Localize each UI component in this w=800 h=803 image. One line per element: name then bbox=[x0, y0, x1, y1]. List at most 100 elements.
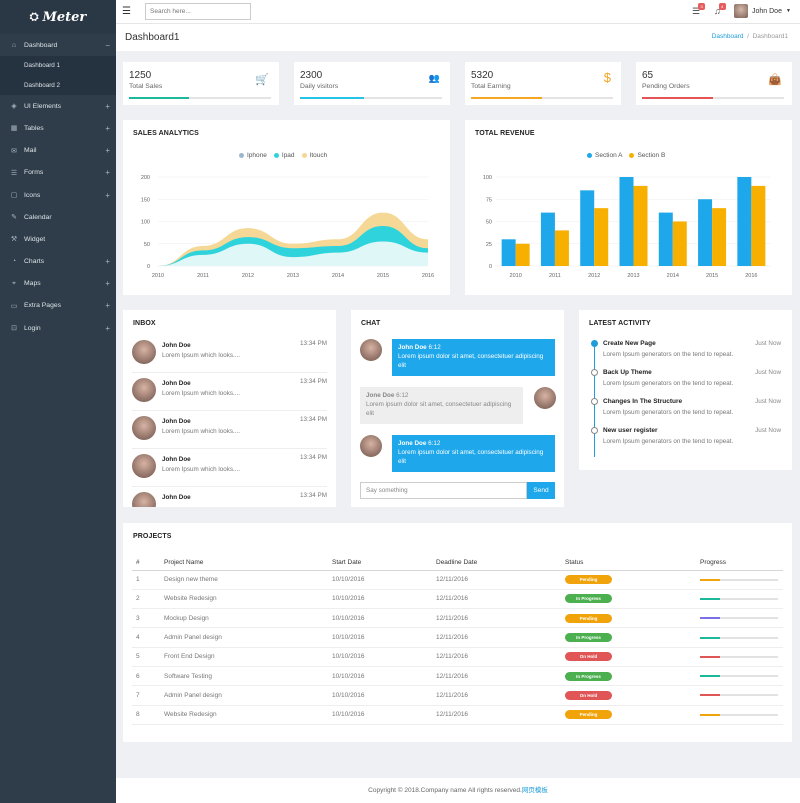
avatar bbox=[132, 492, 156, 507]
start-date: 10/10/2016 bbox=[328, 685, 432, 706]
status-badge: Pending bbox=[565, 575, 612, 585]
sidebar: ⛭ Meter ⌂ Dashboard − Dashboard 1 Dashboard… bbox=[0, 0, 116, 803]
sidebar-item-dashboard[interactable]: ⌂ Dashboard − bbox=[0, 34, 116, 56]
chat-time: 6:12 bbox=[396, 392, 409, 399]
card-title: TOTAL REVENUE bbox=[475, 130, 535, 137]
sidebar-item-extra-pages[interactable]: ▭ Extra Pages + bbox=[0, 295, 116, 317]
stat-progress bbox=[471, 97, 613, 99]
progress-cell bbox=[696, 570, 783, 590]
list-item[interactable]: John Doe Lorem Ipsum which looks.... 13:34… bbox=[132, 448, 327, 487]
sidebar-item-widget[interactable]: ⚒ Widget bbox=[0, 228, 116, 250]
stat-label: Total Sales bbox=[129, 83, 163, 90]
activity-title: New user register bbox=[603, 427, 658, 434]
sidebar-item-maps[interactable]: ⌖ Maps + bbox=[0, 273, 116, 295]
chat-text: Lorem ipsum dolor sit amet, consectetuer… bbox=[398, 353, 544, 369]
sidebar-item-label: Tables bbox=[24, 124, 44, 132]
plus-icon: + bbox=[105, 257, 110, 267]
table-row[interactable]: 4 Admin Panel design 10/10/2016 12/11/2016 I… bbox=[132, 627, 783, 648]
footer-link[interactable]: 网页模板 bbox=[521, 787, 548, 794]
activity-item[interactable]: Changes In The Structure Just Now Lorem Ip… bbox=[603, 398, 781, 416]
list-item[interactable]: John Doe Lorem Ipsum which looks.... 13:34… bbox=[132, 334, 327, 373]
card-title: CHAT bbox=[361, 320, 381, 327]
messages-icon[interactable]: ☰ 3 bbox=[692, 3, 706, 17]
y-tick-label: 200 bbox=[141, 175, 150, 181]
bell-icon[interactable]: ♫ 4 bbox=[714, 3, 726, 16]
status-cell: In Progress bbox=[561, 666, 696, 687]
start-date: 10/10/2016 bbox=[328, 627, 432, 648]
user-menu[interactable]: John Doe ▼ bbox=[734, 4, 791, 18]
sidebar-item-mail[interactable]: ✉ Mail + bbox=[0, 140, 116, 162]
list-item[interactable]: John Doe 13:34 PM bbox=[132, 486, 327, 507]
x-tick-label: 2015 bbox=[377, 273, 389, 279]
chat-input[interactable]: Say something bbox=[360, 482, 527, 499]
sidebar-item-calendar[interactable]: ✎ Calendar bbox=[0, 206, 116, 228]
sidebar-item-ui-elements[interactable]: ◈ UI Elements + bbox=[0, 95, 116, 117]
x-tick-label: 2014 bbox=[332, 273, 344, 279]
column-header: Deadline Date bbox=[432, 556, 561, 571]
table-row[interactable]: 3 Mockup Design 10/10/2016 12/11/2016 Pendin… bbox=[132, 608, 783, 629]
list-item[interactable]: John Doe Lorem Ipsum which looks.... 13:34… bbox=[132, 372, 327, 411]
activity-item[interactable]: Create New Page Just Now Lorem Ipsum gener… bbox=[603, 340, 781, 358]
stat-progress bbox=[129, 97, 271, 99]
legend-item[interactable]: Section A bbox=[587, 152, 622, 159]
breadcrumb-link[interactable]: Dashboard bbox=[711, 33, 744, 40]
search-input[interactable] bbox=[145, 3, 251, 20]
column-header: # bbox=[132, 556, 160, 571]
inbox-card: INBOX John Doe Lorem Ipsum which looks...… bbox=[123, 310, 336, 507]
deadline-date: 12/11/2016 bbox=[432, 570, 561, 590]
sidebar-item-login[interactable]: ⊡ Login + bbox=[0, 317, 116, 339]
legend-item[interactable]: Section B bbox=[629, 152, 665, 159]
progress-bar bbox=[700, 578, 778, 581]
legend-item[interactable]: Iphone bbox=[239, 152, 267, 159]
dashboard-submenu: Dashboard 1 Dashboard 2 bbox=[0, 56, 116, 96]
progress-fill bbox=[129, 97, 189, 99]
progress-fill bbox=[700, 694, 720, 697]
list-item[interactable]: John Doe Lorem Ipsum which looks.... 13:34… bbox=[132, 410, 327, 449]
status-cell: On Hold bbox=[561, 685, 696, 706]
page-title: Dashboard1 bbox=[125, 32, 180, 43]
progress-fill bbox=[700, 655, 720, 658]
table-row[interactable]: 7 Admin Panel design 10/10/2016 12/11/2016 O… bbox=[132, 685, 783, 706]
stat-label: Daily visitors bbox=[300, 83, 339, 90]
table-row[interactable]: 8 Website Redesign 10/10/2016 12/11/2016 Pen… bbox=[132, 705, 783, 725]
activity-time: Just Now bbox=[755, 398, 781, 405]
deadline-date: 12/11/2016 bbox=[432, 705, 561, 725]
stat-card-total-sales: 1250 Total Sales 🛒 bbox=[123, 62, 279, 105]
sidebar-item-icons[interactable]: ▢ Icons + bbox=[0, 184, 116, 206]
sidebar-item-tables[interactable]: ▦ Tables + bbox=[0, 117, 116, 139]
chat-time: 6:12 bbox=[428, 440, 441, 447]
table-row[interactable]: 1 Design new theme 10/10/2016 12/11/2016 Pen… bbox=[132, 570, 783, 590]
avatar bbox=[132, 454, 156, 478]
status-cell: Pending bbox=[561, 705, 696, 725]
y-tick-label: 0 bbox=[489, 264, 492, 270]
users-icon: 👥 bbox=[428, 73, 440, 83]
legend-item[interactable]: Itouch bbox=[301, 152, 327, 159]
plus-icon: + bbox=[105, 123, 110, 133]
status-cell: Pending bbox=[561, 608, 696, 629]
x-tick-label: 2011 bbox=[197, 273, 209, 279]
bar-section-b bbox=[751, 185, 766, 266]
chart-legend: Section A Section B bbox=[587, 152, 665, 159]
progress-cell bbox=[696, 647, 783, 667]
sidebar-item-dashboard-2[interactable]: Dashboard 2 bbox=[0, 76, 116, 96]
legend-item[interactable]: Ipad bbox=[273, 152, 295, 159]
table-row[interactable]: 6 Software Testing 10/10/2016 12/11/2016 In … bbox=[132, 666, 783, 687]
sidebar-item-charts[interactable]: ◔ Charts + bbox=[0, 251, 116, 273]
hamburger-menu-icon[interactable]: ☰ bbox=[122, 6, 131, 17]
table-row[interactable]: 5 Front End Design 10/10/2016 12/11/2016 On … bbox=[132, 647, 783, 667]
sidebar-item-forms[interactable]: ☰ Forms + bbox=[0, 162, 116, 184]
table-row[interactable]: 2 Website Redesign 10/10/2016 12/11/2016 In … bbox=[132, 589, 783, 610]
brand-logo[interactable]: ⛭ Meter bbox=[0, 0, 116, 34]
activity-item[interactable]: Back Up Theme Just Now Lorem Ipsum generat… bbox=[603, 369, 781, 387]
message-time: 13:34 PM bbox=[300, 416, 327, 423]
progress-bar bbox=[700, 713, 778, 716]
sidebar-item-label: UI Elements bbox=[24, 102, 62, 110]
sidebar-item-label: Icons bbox=[24, 191, 41, 199]
progress-fill bbox=[700, 713, 720, 716]
activity-item[interactable]: New user register Just Now Lorem Ipsum gen… bbox=[603, 427, 781, 445]
folder-icon: ▭ bbox=[10, 302, 18, 310]
status-badge: In Progress bbox=[565, 594, 612, 604]
send-button[interactable]: Send bbox=[527, 482, 555, 499]
sidebar-item-dashboard-1[interactable]: Dashboard 1 bbox=[0, 56, 116, 76]
column-header: Progress bbox=[696, 556, 783, 571]
